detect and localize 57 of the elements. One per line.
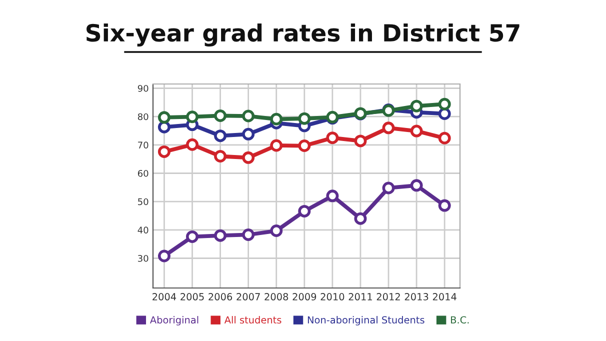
x-tick-label: 2005 (180, 293, 204, 300)
y-tick-label: 70 (138, 142, 148, 148)
legend-label: Aboriginal (150, 316, 198, 326)
x-tick-label: 2007 (236, 293, 260, 300)
legend-label: All students (224, 316, 282, 324)
point (158, 145, 170, 158)
point (410, 179, 423, 192)
chart-title: Six-year grad rates in District 57 (86, 23, 520, 47)
y-tick-label: 60 (138, 170, 148, 177)
x-tick-label: 2012 (376, 293, 400, 300)
point (438, 132, 451, 144)
point (214, 109, 227, 122)
point (242, 110, 255, 122)
x-tick-label: 2013 (404, 293, 428, 300)
point (270, 112, 283, 126)
point (438, 199, 451, 212)
x-tick-label: 2008 (264, 293, 288, 300)
x-tick-label: 2010 (320, 293, 344, 300)
point (326, 132, 339, 144)
point (270, 139, 283, 152)
point (270, 224, 283, 238)
point (242, 228, 255, 241)
point (298, 140, 311, 152)
x-tick-label: 2014 (432, 293, 456, 300)
point (382, 182, 395, 194)
y-tick-label: 80 (138, 113, 148, 120)
y-tick-label: 50 (138, 198, 148, 206)
point (438, 98, 451, 110)
x-tick-label: 2004 (152, 293, 176, 300)
legend-label: Non-aboriginal Students (308, 316, 424, 326)
point (242, 128, 255, 140)
point (326, 190, 339, 202)
legend-label: B.C. (451, 316, 469, 324)
x-tick-label: 2006 (208, 293, 232, 300)
point (158, 250, 170, 262)
point (242, 151, 255, 164)
point (410, 124, 423, 138)
y-tick-label: 40 (138, 226, 148, 234)
y-tick-label: 30 (138, 254, 148, 262)
point (354, 134, 367, 148)
point (158, 111, 170, 124)
x-tick-label: 2009 (292, 293, 316, 300)
point (382, 122, 395, 134)
y-tick-label: 90 (138, 84, 148, 92)
point (214, 130, 227, 142)
x-tick-label: 2011 (348, 293, 372, 300)
point (158, 120, 170, 134)
point (186, 138, 199, 151)
point (186, 230, 199, 243)
point (298, 112, 311, 125)
point (214, 229, 227, 242)
point (438, 108, 451, 120)
point (186, 110, 199, 124)
point (298, 204, 311, 218)
point (410, 100, 423, 112)
point (214, 150, 227, 162)
point (354, 212, 367, 225)
